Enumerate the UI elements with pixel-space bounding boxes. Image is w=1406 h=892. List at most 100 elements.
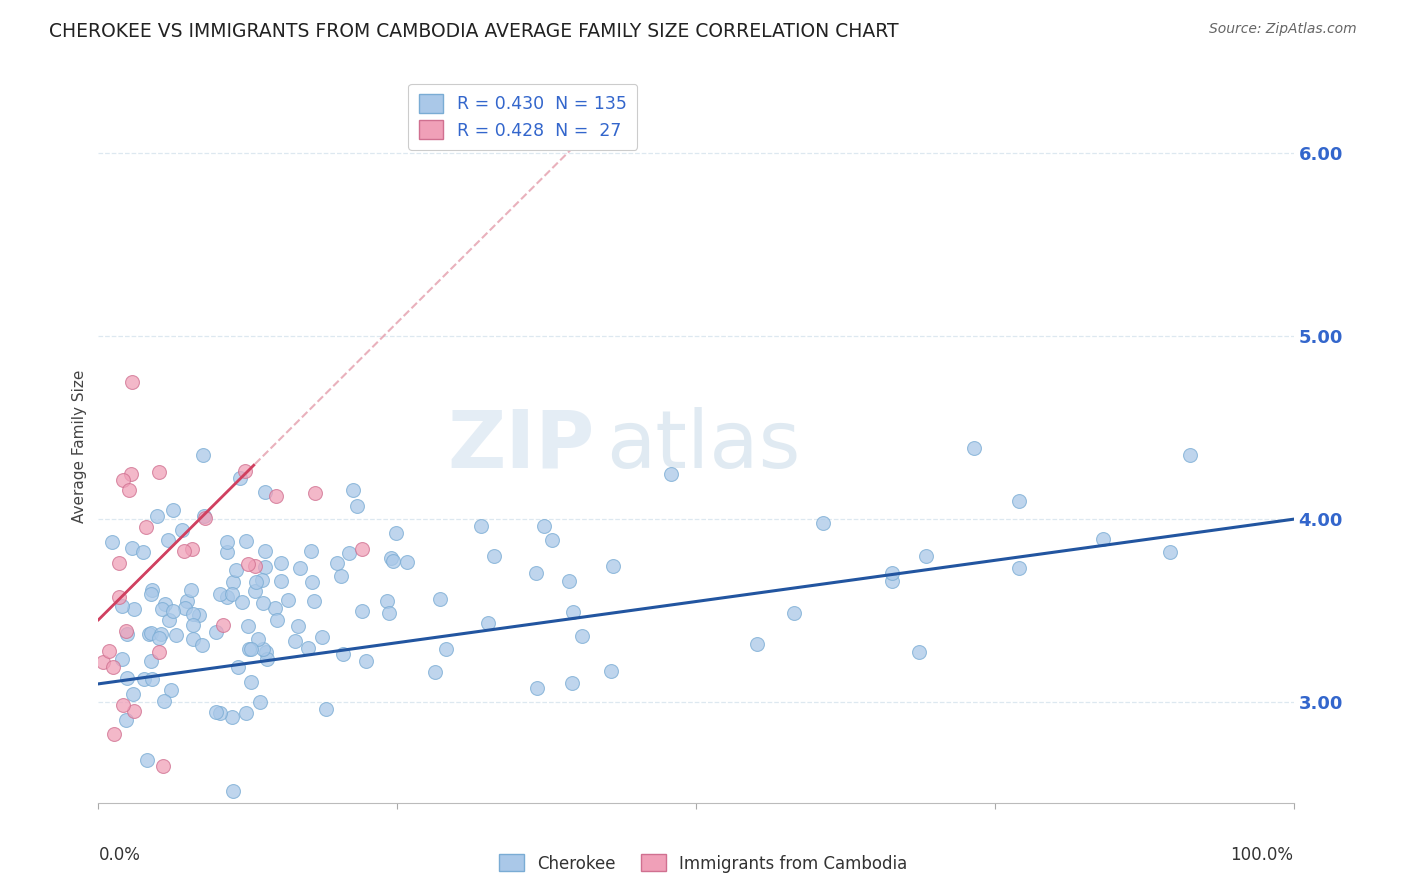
Point: [101, 660, 124, 674]
Point: [382, 554, 405, 568]
Point: [915, 549, 938, 563]
Point: [236, 619, 259, 633]
Legend: R = 0.430  N = 135, R = 0.428  N =  27: R = 0.430 N = 135, R = 0.428 N = 27: [408, 84, 637, 150]
Point: [134, 672, 156, 686]
Point: [191, 448, 214, 462]
Point: [111, 599, 134, 614]
Point: [246, 632, 269, 647]
Point: [193, 509, 215, 524]
Point: [243, 558, 266, 573]
Point: [249, 695, 271, 709]
Point: [111, 652, 134, 666]
Point: [332, 647, 354, 661]
Point: [188, 607, 211, 622]
Point: [118, 483, 141, 497]
Point: [108, 557, 131, 571]
Point: [882, 566, 904, 580]
Point: [541, 533, 564, 547]
Point: [114, 624, 136, 638]
Point: [880, 574, 903, 588]
Point: [270, 556, 292, 570]
Point: [329, 569, 352, 583]
Point: [434, 642, 457, 657]
Point: [217, 545, 239, 559]
Point: [215, 535, 238, 549]
Point: [352, 542, 374, 557]
Point: [235, 464, 257, 478]
Point: [111, 698, 134, 713]
Point: [104, 862, 127, 876]
Point: [181, 541, 204, 556]
Point: [238, 641, 260, 656]
Point: [1008, 561, 1031, 575]
Point: [208, 587, 231, 601]
Point: [304, 486, 326, 500]
Point: [350, 604, 373, 618]
Point: [101, 535, 124, 549]
Point: [153, 597, 176, 611]
Point: [783, 607, 806, 621]
Point: [302, 593, 325, 607]
Point: [194, 511, 217, 525]
Text: 0.0%: 0.0%: [98, 846, 141, 863]
Point: [600, 664, 623, 678]
Point: [256, 651, 278, 665]
Point: [470, 519, 492, 533]
Point: [148, 645, 170, 659]
Point: [229, 837, 252, 851]
Point: [354, 654, 377, 668]
Point: [146, 509, 169, 524]
Point: [103, 727, 125, 741]
Point: [315, 702, 337, 716]
Point: [266, 613, 288, 627]
Point: [602, 558, 624, 573]
Point: [135, 520, 157, 534]
Point: [385, 525, 408, 540]
Point: [425, 665, 447, 679]
Point: [533, 518, 555, 533]
Point: [141, 582, 163, 597]
Point: [108, 590, 131, 604]
Text: ZIP: ZIP: [447, 407, 595, 485]
Point: [141, 587, 163, 601]
Point: [91, 655, 114, 669]
Point: [301, 574, 323, 589]
Point: [287, 619, 309, 633]
Point: [176, 594, 198, 608]
Point: [221, 822, 243, 836]
Point: [117, 671, 139, 685]
Point: [252, 596, 274, 610]
Text: CHEROKEE VS IMMIGRANTS FROM CAMBODIA AVERAGE FAMILY SIZE CORRELATION CHART: CHEROKEE VS IMMIGRANTS FROM CAMBODIA AVE…: [49, 22, 898, 41]
Point: [139, 626, 162, 640]
Point: [231, 594, 253, 608]
Point: [524, 566, 547, 581]
Point: [811, 516, 834, 530]
Point: [162, 502, 184, 516]
Point: [173, 601, 195, 615]
Point: [225, 563, 247, 577]
Point: [252, 641, 274, 656]
Point: [122, 704, 145, 718]
Point: [157, 533, 180, 548]
Point: [226, 660, 249, 674]
Text: atlas: atlas: [606, 407, 800, 485]
Point: [229, 470, 252, 484]
Point: [264, 601, 287, 615]
Point: [115, 627, 138, 641]
Point: [311, 630, 333, 644]
Point: [299, 544, 322, 558]
Point: [205, 624, 228, 639]
Point: [477, 616, 499, 631]
Legend: Cherokee, Immigrants from Cambodia: Cherokee, Immigrants from Cambodia: [492, 847, 914, 880]
Point: [152, 759, 174, 773]
Point: [254, 645, 277, 659]
Point: [1159, 545, 1181, 559]
Point: [240, 675, 263, 690]
Point: [290, 561, 312, 575]
Point: [114, 713, 136, 727]
Point: [661, 467, 683, 482]
Point: [1008, 494, 1031, 508]
Point: [159, 682, 181, 697]
Point: [148, 465, 170, 479]
Point: [375, 593, 398, 607]
